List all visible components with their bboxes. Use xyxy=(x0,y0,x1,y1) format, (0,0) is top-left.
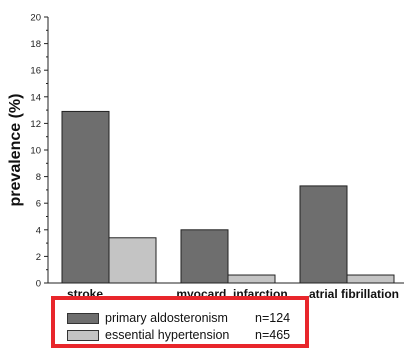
bar-primary-aldosteronism-2 xyxy=(299,185,348,284)
legend-label: primary aldosteronism xyxy=(105,311,228,325)
legend-n-label: n=465 xyxy=(255,328,291,342)
y-tick-label: 4 xyxy=(36,225,41,236)
bar-primary-aldosteronism-1 xyxy=(180,229,229,284)
legend-item-essential-hypertension: essential hypertension n=465 xyxy=(67,327,290,343)
bar-essential-hypertension-0 xyxy=(108,237,157,284)
legend-swatch-essential-hypertension xyxy=(67,329,99,341)
y-tick-label: 8 xyxy=(36,172,41,183)
bar-essential-hypertension-1 xyxy=(227,274,276,284)
y-tick-label: 14 xyxy=(30,92,41,103)
legend-swatch-primary-aldosteronism xyxy=(67,312,99,324)
y-tick-label: 10 xyxy=(30,146,41,157)
x-category-label: atrial fibrillation xyxy=(309,287,399,301)
y-tick-label: 2 xyxy=(36,252,41,263)
y-tick-label: 18 xyxy=(30,39,41,50)
y-axis-ticks: 0 2 4 6 8 10 12 14 16 18 20 xyxy=(30,13,48,290)
y-tick-label: 0 xyxy=(36,279,41,290)
bar-primary-aldosteronism-0 xyxy=(61,110,110,284)
legend: primary aldosteronism n=124 essential hy… xyxy=(51,296,309,348)
bars xyxy=(61,110,395,284)
y-tick-label: 12 xyxy=(30,119,41,130)
y-tick-label: 16 xyxy=(30,66,41,77)
y-tick-label: 20 xyxy=(30,13,41,24)
legend-item-primary-aldosteronism: primary aldosteronism n=124 xyxy=(67,310,290,326)
legend-label: essential hypertension xyxy=(105,328,230,342)
y-axis-label: prevalence (%) xyxy=(7,94,24,207)
bar-essential-hypertension-2 xyxy=(346,274,395,284)
y-tick-label: 6 xyxy=(36,199,41,210)
legend-n-label: n=124 xyxy=(255,311,291,325)
